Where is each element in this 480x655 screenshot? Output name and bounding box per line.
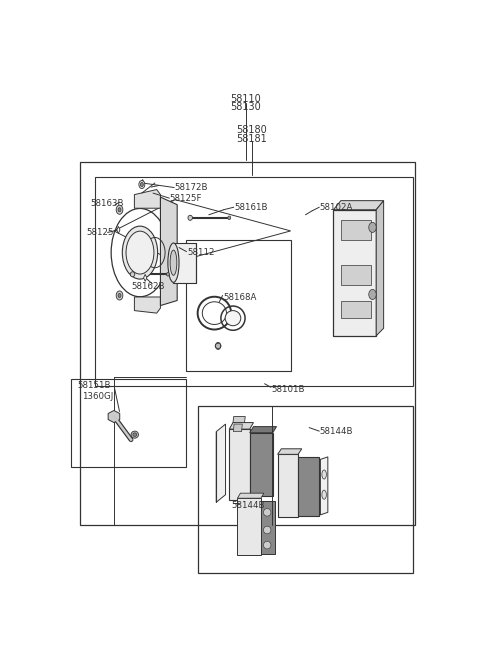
Text: 58130: 58130 xyxy=(230,102,262,113)
Polygon shape xyxy=(141,179,144,187)
Polygon shape xyxy=(341,265,371,286)
Text: 58163B: 58163B xyxy=(91,199,124,208)
Circle shape xyxy=(216,343,221,349)
Polygon shape xyxy=(233,424,242,432)
Text: 58125: 58125 xyxy=(86,228,114,237)
Circle shape xyxy=(369,222,376,233)
Ellipse shape xyxy=(118,208,121,212)
Ellipse shape xyxy=(130,272,135,277)
Text: 1360GJ: 1360GJ xyxy=(83,392,114,401)
Text: 58168A: 58168A xyxy=(223,293,256,303)
Polygon shape xyxy=(134,297,160,313)
Ellipse shape xyxy=(118,293,121,297)
Ellipse shape xyxy=(225,310,241,326)
Polygon shape xyxy=(238,498,261,555)
Ellipse shape xyxy=(116,291,123,300)
Polygon shape xyxy=(321,457,328,515)
Polygon shape xyxy=(334,210,376,336)
Polygon shape xyxy=(134,189,160,208)
Polygon shape xyxy=(238,493,264,498)
Polygon shape xyxy=(229,422,253,429)
Ellipse shape xyxy=(167,272,169,276)
Ellipse shape xyxy=(126,231,154,274)
Polygon shape xyxy=(277,449,302,455)
Polygon shape xyxy=(277,455,298,517)
Polygon shape xyxy=(173,242,196,283)
Text: 58172B: 58172B xyxy=(175,183,208,191)
Text: 58102A: 58102A xyxy=(320,202,353,212)
Polygon shape xyxy=(334,200,384,210)
Circle shape xyxy=(369,290,376,299)
Ellipse shape xyxy=(322,470,326,479)
Bar xyxy=(186,240,291,371)
Polygon shape xyxy=(250,433,273,496)
Polygon shape xyxy=(144,274,147,282)
Polygon shape xyxy=(229,429,250,500)
Text: 58151B: 58151B xyxy=(78,381,111,390)
Ellipse shape xyxy=(116,205,123,214)
Text: 58162B: 58162B xyxy=(132,282,165,291)
Ellipse shape xyxy=(131,431,138,438)
Ellipse shape xyxy=(322,490,326,499)
Polygon shape xyxy=(250,426,276,433)
Circle shape xyxy=(139,181,145,189)
Ellipse shape xyxy=(188,215,192,220)
Circle shape xyxy=(140,183,144,187)
Polygon shape xyxy=(376,200,384,336)
Ellipse shape xyxy=(264,526,271,534)
Polygon shape xyxy=(341,220,371,240)
Text: 58180: 58180 xyxy=(236,125,267,135)
Text: 58144B: 58144B xyxy=(232,501,265,510)
Ellipse shape xyxy=(170,250,177,275)
Text: 58101B: 58101B xyxy=(271,385,305,394)
Text: 58161B: 58161B xyxy=(234,202,267,212)
Polygon shape xyxy=(108,411,120,422)
Text: 58144B: 58144B xyxy=(320,427,353,436)
Text: 58125F: 58125F xyxy=(170,194,202,203)
Polygon shape xyxy=(298,457,319,516)
Ellipse shape xyxy=(264,541,271,549)
Polygon shape xyxy=(117,227,120,233)
Ellipse shape xyxy=(168,243,179,282)
Polygon shape xyxy=(216,424,226,502)
Bar xyxy=(96,177,413,386)
Polygon shape xyxy=(341,301,371,318)
Bar xyxy=(198,406,413,573)
Text: 58110: 58110 xyxy=(230,94,262,103)
Polygon shape xyxy=(160,197,177,305)
Polygon shape xyxy=(233,417,245,422)
Text: 58112: 58112 xyxy=(187,248,215,257)
Ellipse shape xyxy=(228,216,231,219)
Bar xyxy=(81,162,415,525)
Bar xyxy=(71,379,186,467)
Polygon shape xyxy=(261,500,275,553)
Ellipse shape xyxy=(122,226,157,279)
Ellipse shape xyxy=(264,508,271,516)
Ellipse shape xyxy=(133,433,137,436)
Text: 58181: 58181 xyxy=(236,134,267,143)
